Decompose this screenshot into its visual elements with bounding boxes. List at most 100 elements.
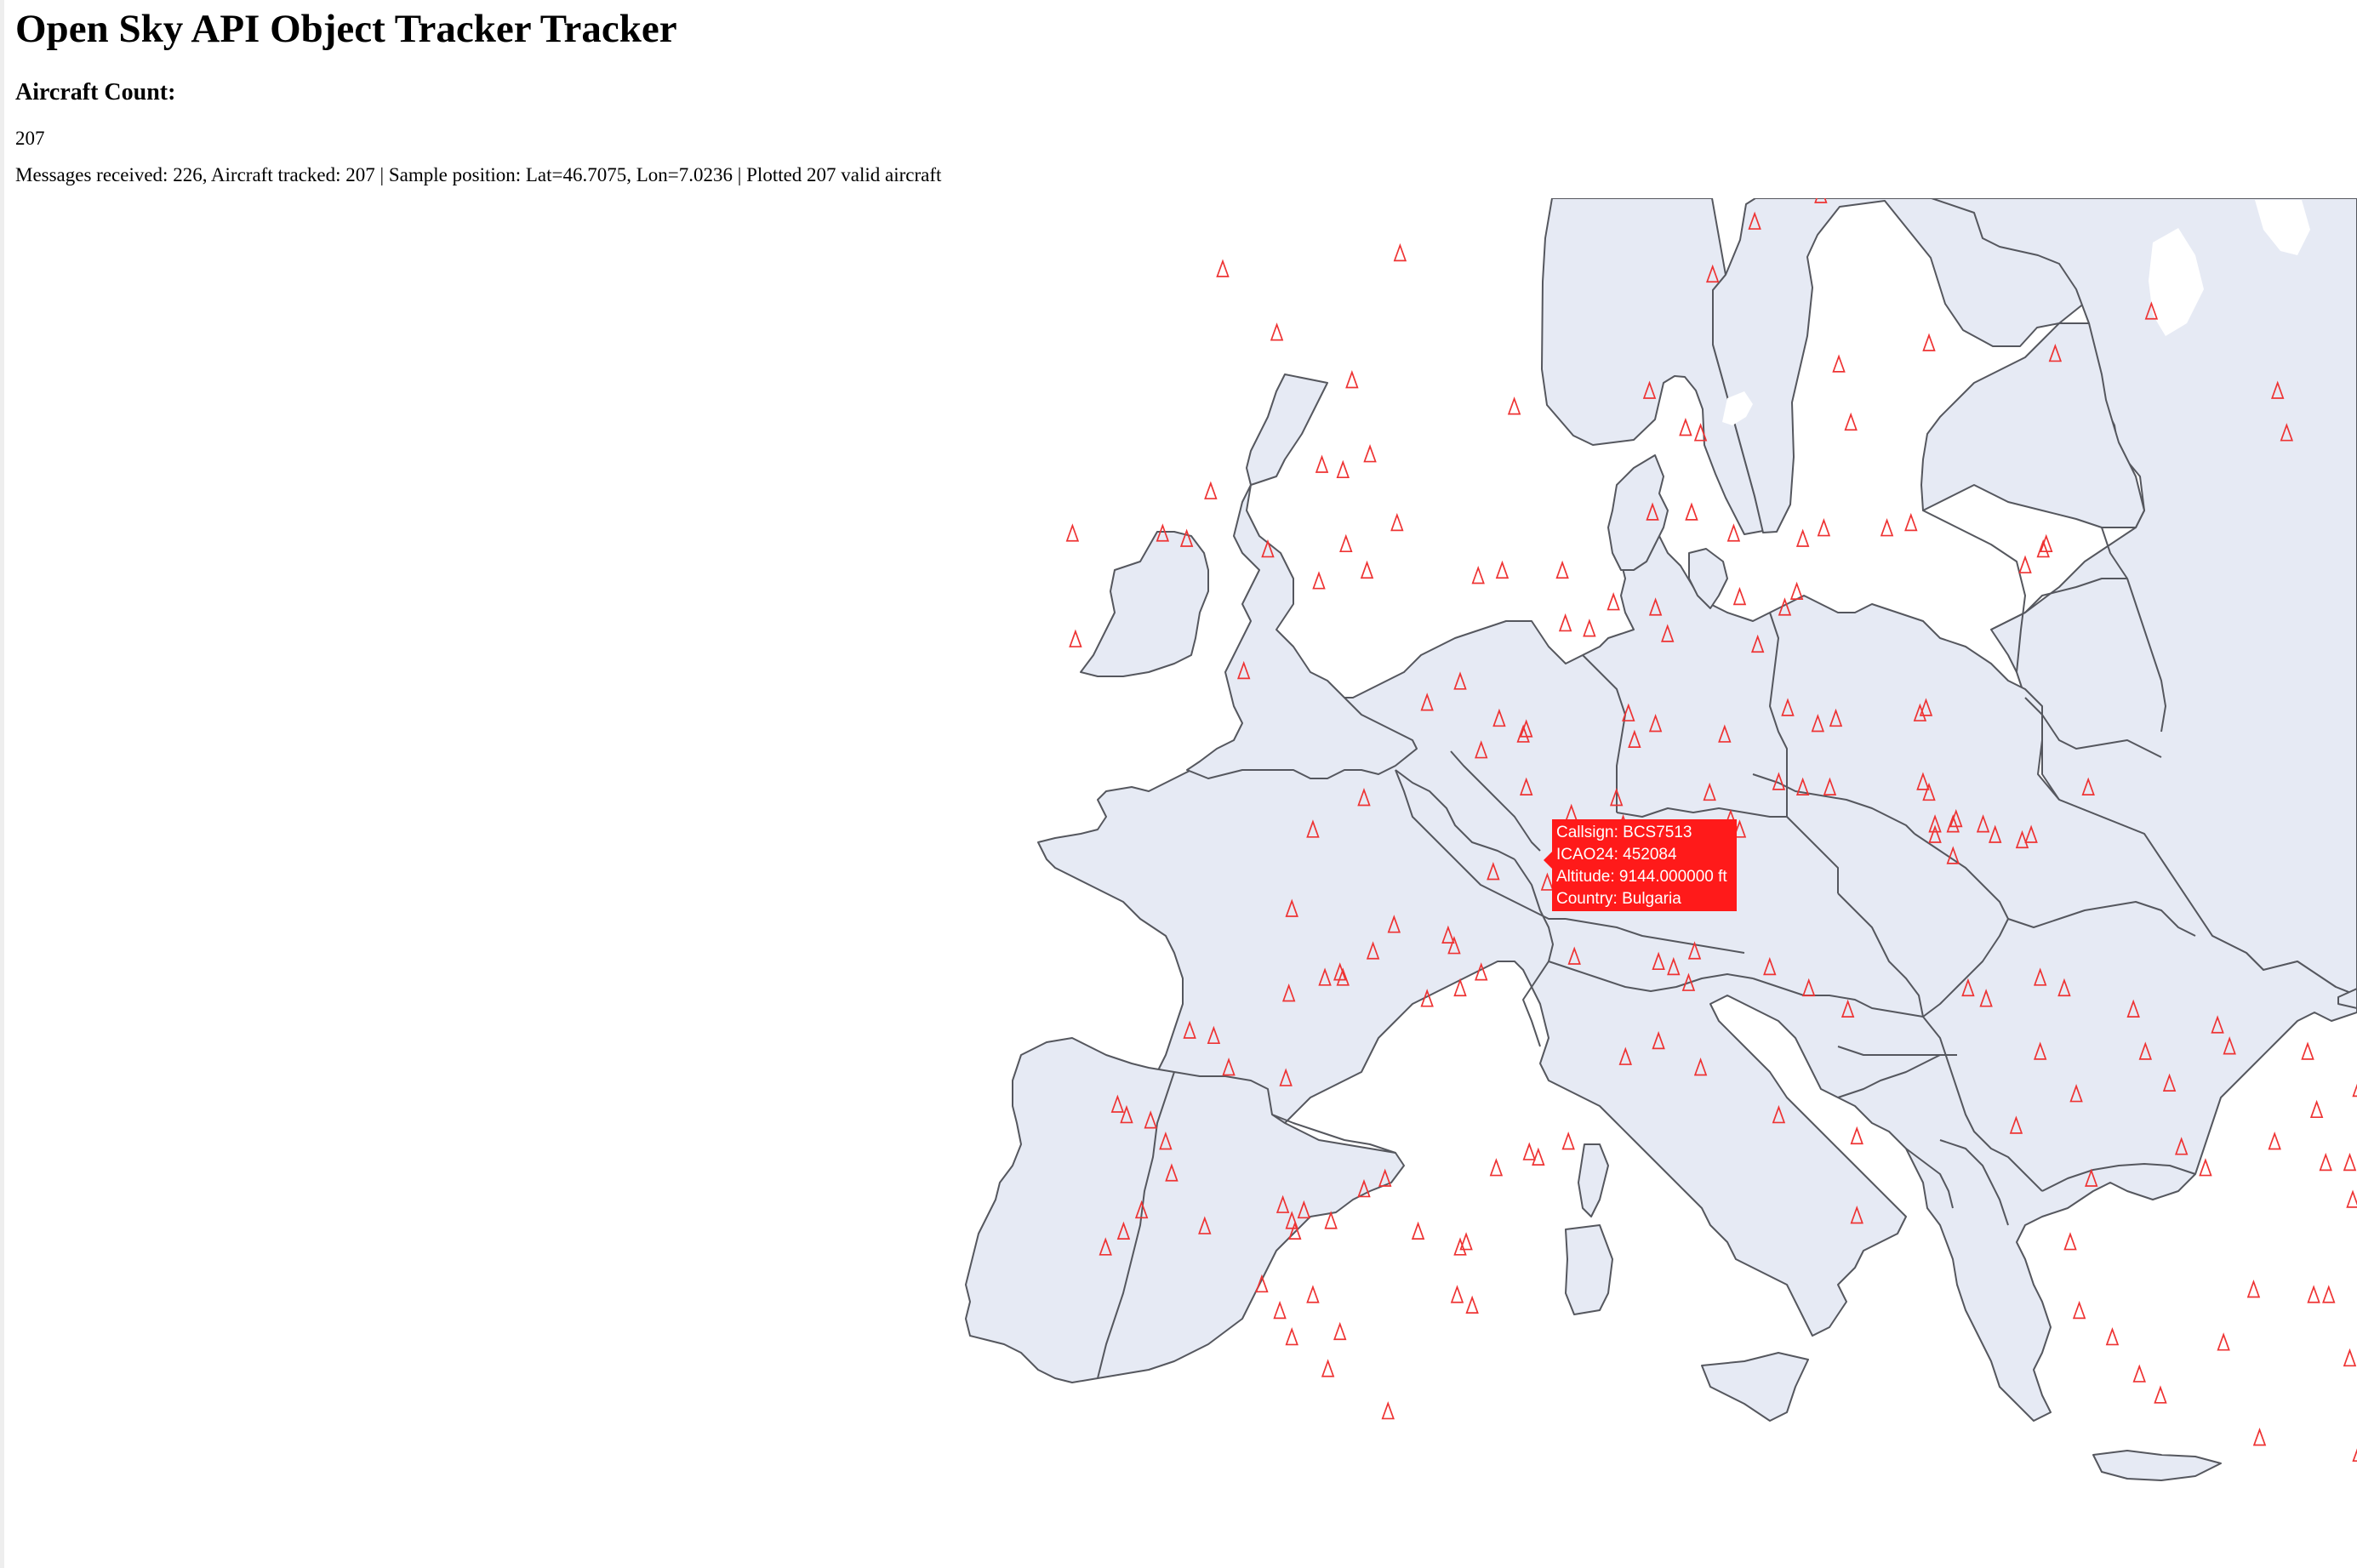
aircraft-marker[interactable] (1814, 198, 1828, 203)
aircraft-marker[interactable] (1832, 354, 1846, 373)
aircraft-marker[interactable] (1949, 808, 1963, 828)
aircraft-marker[interactable] (1880, 518, 1894, 537)
aircraft-marker[interactable] (1318, 967, 1332, 986)
aircraft-marker[interactable] (1628, 729, 1641, 749)
aircraft-marker[interactable] (1772, 1104, 1786, 1124)
aircraft-marker[interactable] (1453, 978, 1467, 997)
aircraft-marker[interactable] (2280, 423, 2294, 442)
aircraft-marker[interactable] (1726, 523, 1741, 542)
aircraft-marker[interactable] (1065, 523, 1080, 542)
aircraft-marker[interactable] (1471, 565, 1485, 584)
aircraft-marker[interactable] (1360, 560, 1374, 579)
aircraft-marker[interactable] (1475, 740, 1488, 759)
aircraft-marker[interactable] (1817, 518, 1831, 537)
aircraft-marker[interactable] (1333, 1321, 1347, 1341)
aircraft-marker[interactable] (1507, 396, 1521, 415)
aircraft-marker[interactable] (1732, 819, 1747, 838)
aircraft-marker[interactable] (1823, 777, 1837, 795)
aircraft-marker[interactable] (2085, 1168, 2098, 1187)
aircraft-marker[interactable] (1378, 1168, 1392, 1187)
aircraft-marker[interactable] (1802, 978, 1816, 997)
aircraft-marker[interactable] (2319, 1152, 2332, 1172)
aircraft-marker[interactable] (1312, 571, 1326, 590)
aircraft-marker[interactable] (1339, 533, 1353, 553)
aircraft-marker[interactable] (1685, 502, 1698, 521)
europe-map[interactable] (962, 198, 2357, 1568)
aircraft-marker[interactable] (2322, 1285, 2336, 1303)
aircraft-marker[interactable] (1922, 782, 1936, 801)
map-container[interactable] (962, 198, 2357, 1568)
aircraft-marker[interactable] (2126, 999, 2140, 1018)
aircraft-marker[interactable] (1306, 819, 1320, 838)
aircraft-marker[interactable] (1336, 967, 1350, 986)
aircraft-marker[interactable] (2036, 539, 2050, 558)
aircraft-marker[interactable] (1165, 1163, 1178, 1182)
aircraft-marker[interactable] (1336, 459, 1350, 479)
aircraft-marker[interactable] (2138, 1041, 2153, 1060)
aircraft-marker[interactable] (1285, 1211, 1298, 1229)
aircraft-marker[interactable] (2033, 1041, 2047, 1060)
aircraft-marker[interactable] (2154, 1385, 2167, 1404)
aircraft-marker[interactable] (1447, 936, 1461, 955)
aircraft-marker[interactable] (1795, 528, 1810, 547)
aircraft-marker[interactable] (2132, 1364, 2146, 1383)
aircraft-marker[interactable] (1642, 380, 1657, 399)
aircraft-marker[interactable] (1609, 788, 1624, 807)
aircraft-marker[interactable] (1583, 619, 1596, 637)
aircraft-marker[interactable] (1561, 1131, 1575, 1150)
aircraft-marker[interactable] (1540, 872, 1555, 891)
aircraft-marker[interactable] (2223, 1036, 2236, 1055)
aircraft-marker[interactable] (1357, 788, 1371, 807)
aircraft-marker[interactable] (1261, 539, 1275, 558)
aircraft-marker[interactable] (1156, 523, 1170, 542)
aircraft-marker[interactable] (1648, 714, 1663, 733)
aircraft-marker[interactable] (1281, 983, 1296, 1002)
aircraft-marker[interactable] (1648, 597, 1663, 616)
aircraft-marker[interactable] (1487, 862, 1500, 881)
aircraft-marker[interactable] (1652, 1030, 1665, 1050)
aircraft-marker[interactable] (1183, 1020, 1196, 1039)
aircraft-marker[interactable] (1703, 782, 1716, 801)
aircraft-marker[interactable] (1204, 481, 1218, 499)
aircraft-marker[interactable] (1718, 724, 1732, 743)
aircraft-marker[interactable] (2343, 1152, 2357, 1172)
aircraft-marker[interactable] (2271, 380, 2285, 399)
aircraft-marker[interactable] (1495, 560, 1510, 579)
aircraft-marker[interactable] (1110, 1094, 1125, 1113)
aircraft-marker[interactable] (1273, 1300, 1287, 1320)
aircraft-marker[interactable] (1420, 693, 1434, 711)
aircraft-marker[interactable] (2309, 1099, 2324, 1119)
aircraft-marker[interactable] (1607, 592, 1620, 611)
aircraft-marker[interactable] (1646, 502, 1659, 521)
aircraft-marker[interactable] (1844, 412, 1858, 431)
aircraft-marker[interactable] (1144, 1110, 1157, 1129)
aircraft-marker[interactable] (1693, 1057, 1708, 1076)
aircraft-marker[interactable] (1285, 898, 1298, 917)
aircraft-marker[interactable] (1489, 1158, 1504, 1177)
aircraft-marker[interactable] (2352, 1080, 2357, 1098)
aircraft-marker[interactable] (2040, 533, 2053, 553)
aircraft-marker[interactable] (2252, 1428, 2267, 1446)
aircraft-marker[interactable] (1270, 322, 1284, 341)
aircraft-marker[interactable] (1789, 581, 1804, 600)
aircraft-marker[interactable] (1988, 824, 2002, 843)
aircraft-marker[interactable] (2352, 1445, 2357, 1463)
aircraft-marker[interactable] (2024, 824, 2038, 843)
aircraft-marker[interactable] (1681, 972, 1696, 991)
aircraft-marker[interactable] (1522, 1142, 1536, 1160)
aircraft-marker[interactable] (1387, 915, 1401, 933)
aircraft-marker[interactable] (1465, 1295, 1479, 1314)
aircraft-marker[interactable] (1679, 417, 1692, 436)
aircraft-marker[interactable] (2217, 1332, 2230, 1351)
aircraft-marker[interactable] (1363, 444, 1377, 463)
aircraft-marker[interactable] (1781, 698, 1795, 716)
aircraft-marker[interactable] (1306, 1285, 1320, 1303)
aircraft-marker[interactable] (1946, 814, 1960, 833)
aircraft-marker[interactable] (1922, 333, 1936, 351)
aircraft-marker[interactable] (1390, 512, 1404, 532)
aircraft-marker[interactable] (1315, 454, 1329, 473)
aircraft-marker[interactable] (1555, 560, 1569, 579)
aircraft-marker[interactable] (1159, 1131, 1173, 1150)
aircraft-marker[interactable] (1441, 925, 1455, 944)
aircraft-marker[interactable] (1288, 1221, 1302, 1240)
